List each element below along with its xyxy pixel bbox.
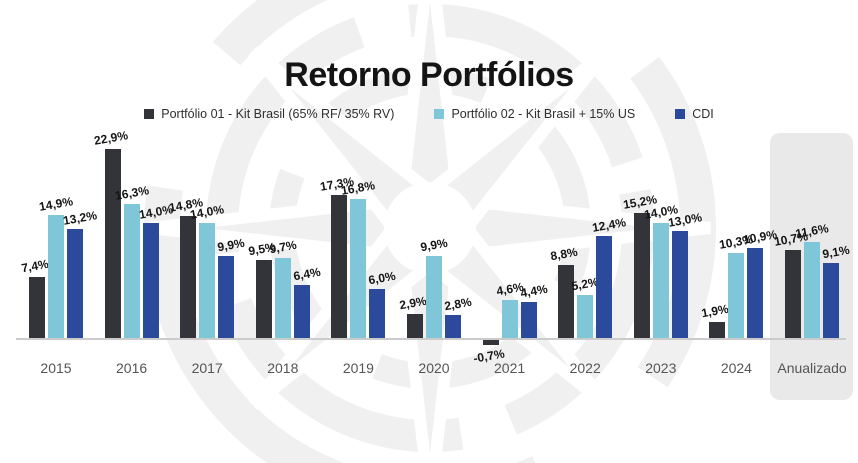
- legend-item-portfolio-01: Portfólio 01 - Kit Brasil (65% RF/ 35% R…: [144, 107, 394, 121]
- x-axis-label: Anualizado: [777, 360, 847, 376]
- bar: [407, 314, 423, 338]
- bar: [633, 212, 650, 338]
- bar: [180, 215, 197, 338]
- x-axis-label: 2020: [418, 360, 450, 376]
- bar: [596, 235, 613, 338]
- bar: [577, 295, 594, 338]
- bar: [48, 215, 64, 338]
- bar: [804, 242, 820, 338]
- bar: [501, 300, 518, 338]
- bar: [709, 322, 726, 338]
- x-axis-label: 2021: [494, 360, 526, 376]
- legend-swatch-portfolio-01: [144, 109, 155, 119]
- legend-swatch-portfolio-02: [434, 109, 445, 119]
- bar: [218, 256, 235, 338]
- bar-value-label: 9,7%: [268, 237, 298, 257]
- bar: [293, 285, 310, 338]
- bar: [67, 229, 83, 338]
- bar-value-label: 8,8%: [549, 245, 579, 264]
- bar: [785, 249, 801, 338]
- legend-label-portfolio-02: Portfólio 02 - Kit Brasil + 15% US: [451, 107, 636, 121]
- bar-value-label: 13,2%: [62, 208, 98, 228]
- bar: [426, 256, 442, 338]
- x-axis-line: [16, 338, 846, 340]
- bar-value-label: 22,9%: [92, 128, 129, 148]
- bar: [331, 195, 348, 338]
- bar: [445, 314, 461, 338]
- bar: [199, 222, 216, 338]
- bar-value-label: 9,9%: [419, 236, 449, 255]
- bar: [255, 259, 272, 338]
- bar: [823, 262, 839, 338]
- bar: [728, 253, 745, 338]
- bar: [142, 222, 159, 338]
- bar: [671, 230, 688, 338]
- bar: [369, 288, 386, 338]
- x-axis-label: 2018: [267, 360, 299, 376]
- x-axis-label: 2016: [116, 360, 148, 376]
- x-axis-label: 2022: [569, 360, 601, 376]
- bar: [123, 203, 140, 338]
- bar: [520, 301, 537, 338]
- bar: [558, 265, 575, 338]
- bar: [747, 248, 764, 338]
- legend-item-portfolio-02: Portfólio 02 - Kit Brasil + 15% US: [434, 107, 635, 121]
- bar: [350, 199, 367, 338]
- bar: [274, 257, 291, 338]
- x-axis-label: 2015: [40, 360, 72, 376]
- legend-item-cdi: CDI: [675, 107, 714, 121]
- legend-label-cdi: CDI: [692, 107, 714, 121]
- legend-swatch-cdi: [675, 109, 686, 119]
- bar: [104, 149, 121, 338]
- bar: [652, 222, 669, 338]
- bar-value-label: 12,4%: [591, 214, 628, 235]
- bar: [482, 339, 499, 346]
- x-axis-label: 2023: [645, 360, 677, 376]
- legend-label-portfolio-01: Portfólio 01 - Kit Brasil (65% RF/ 35% R…: [161, 107, 395, 121]
- x-axis-label: 2017: [191, 360, 223, 376]
- x-axis-label: 2019: [342, 360, 374, 376]
- x-axis-label: 2024: [720, 360, 752, 376]
- legend: Portfólio 01 - Kit Brasil (65% RF/ 35% R…: [0, 107, 858, 121]
- bar: [29, 276, 45, 338]
- chart-title: Retorno Portfólios: [284, 56, 574, 94]
